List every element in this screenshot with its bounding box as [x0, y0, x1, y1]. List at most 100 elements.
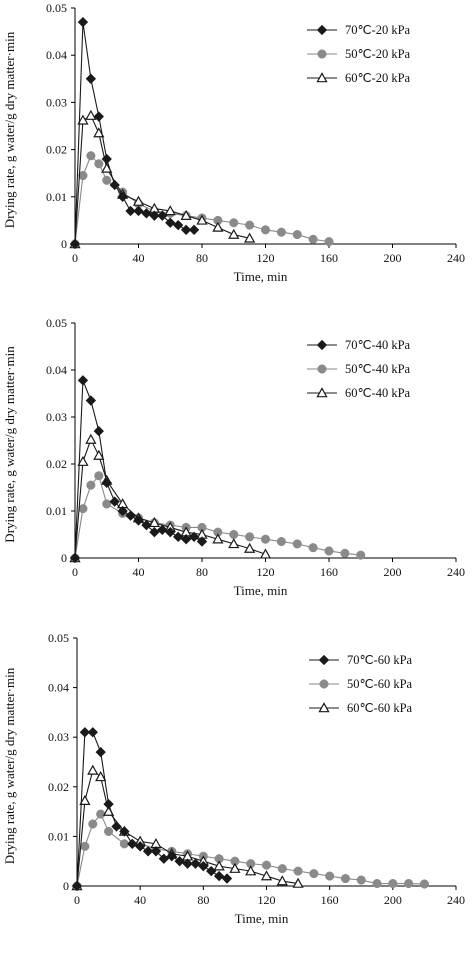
- y-axis-title: Drying rate, g water/g dry matter·min: [2, 31, 17, 228]
- data-point: [142, 846, 154, 857]
- data-point: [132, 195, 145, 206]
- x-tick-label: 0: [72, 251, 78, 265]
- data-point: [229, 218, 239, 228]
- series-triangle: [69, 433, 272, 563]
- data-point: [340, 548, 350, 558]
- x-tick-label: 240: [447, 565, 465, 579]
- data-point: [221, 873, 233, 884]
- series-circle: [70, 471, 366, 563]
- data-point: [308, 543, 318, 553]
- data-point: [101, 153, 112, 165]
- x-tick-label: 0: [74, 893, 80, 907]
- series-line: [74, 438, 266, 559]
- data-point: [228, 228, 240, 239]
- y-tick-label: 0.05: [46, 316, 67, 330]
- data-point: [324, 237, 334, 247]
- y-tick-label: 0.02: [46, 457, 67, 471]
- chart-1: 0 0.01 0.02 0.03 0.04 0.05 0 40 80 120 160 200 240 Ti…: [2, 1, 465, 284]
- y-tick-label: 0.01: [46, 190, 67, 204]
- data-point: [71, 880, 83, 892]
- data-point: [86, 480, 96, 490]
- x-tick-label: 120: [257, 251, 275, 265]
- x-tick-label: 80: [196, 565, 208, 579]
- data-point: [135, 841, 146, 852]
- data-point: [119, 826, 130, 837]
- data-point: [127, 838, 138, 850]
- data-point: [292, 877, 304, 888]
- data-point: [79, 794, 91, 805]
- data-point: [104, 826, 114, 836]
- data-point: [111, 821, 122, 832]
- y-tick-label: 0.01: [48, 829, 69, 843]
- x-tick-label: 160: [320, 565, 338, 579]
- data-point: [103, 798, 114, 810]
- data-point: [165, 526, 176, 538]
- legend-label: 50℃-60 kPa: [347, 677, 413, 691]
- data-point: [245, 220, 255, 230]
- data-point: [133, 515, 144, 526]
- legend-label: 60℃-60 kPa: [347, 701, 413, 715]
- data-point: [158, 853, 170, 864]
- legend-marker: [317, 49, 327, 59]
- data-point: [260, 870, 273, 881]
- data-point: [198, 860, 209, 872]
- data-point: [244, 542, 256, 553]
- data-point: [117, 505, 128, 517]
- y-tick-label: 0.03: [46, 410, 67, 424]
- data-point: [166, 851, 177, 862]
- data-point: [85, 433, 97, 444]
- data-point: [78, 171, 88, 181]
- legend-marker: [318, 654, 330, 666]
- legend-marker: [318, 702, 330, 713]
- y-tick-label: 0.05: [46, 1, 67, 15]
- data-point: [356, 875, 366, 885]
- data-point: [148, 516, 160, 528]
- data-point: [206, 865, 217, 877]
- y-tick-label: 0.05: [48, 631, 69, 645]
- x-tick-label: 80: [196, 251, 208, 265]
- x-tick-label: 40: [133, 565, 145, 579]
- data-point: [77, 455, 89, 466]
- data-point: [276, 537, 286, 547]
- y-tick-label: 0: [61, 551, 67, 565]
- y-axis-title: Drying rate, g water/g dry matter·min: [2, 346, 17, 543]
- data-point: [244, 232, 256, 243]
- data-point: [157, 210, 168, 221]
- x-tick-label: 240: [447, 893, 465, 907]
- x-tick-label: 40: [134, 893, 146, 907]
- data-point: [292, 230, 302, 240]
- data-point: [188, 224, 200, 236]
- data-point: [180, 534, 192, 545]
- data-point: [165, 217, 176, 228]
- data-point: [109, 179, 120, 191]
- series-diamond: [69, 375, 208, 564]
- data-point: [125, 205, 136, 217]
- data-point: [325, 871, 335, 881]
- legend: 70℃-60 kPa 50℃-60 kPa 60℃-60 kPa: [309, 653, 413, 715]
- legend-marker: [316, 387, 328, 398]
- data-point: [117, 191, 128, 202]
- series-line: [74, 474, 361, 559]
- data-point: [276, 227, 286, 237]
- data-point: [87, 764, 99, 775]
- data-point: [259, 548, 272, 559]
- data-point: [308, 234, 318, 244]
- data-point: [212, 533, 224, 544]
- x-tick-label: 120: [258, 893, 276, 907]
- series-circle: [70, 151, 334, 249]
- y-tick-label: 0.03: [46, 95, 67, 109]
- legend-marker: [316, 24, 328, 36]
- data-point: [372, 878, 382, 889]
- x-tick-label: 160: [320, 251, 338, 265]
- x-tick-label: 240: [447, 251, 465, 265]
- data-point: [93, 111, 104, 122]
- data-point: [88, 819, 98, 829]
- data-point: [196, 536, 208, 547]
- data-point: [85, 395, 97, 406]
- legend-label: 70℃-60 kPa: [347, 653, 413, 667]
- data-point: [182, 858, 193, 869]
- x-tick-label: 0: [72, 565, 78, 579]
- data-point: [180, 209, 192, 220]
- y-tick-label: 0.02: [48, 780, 69, 794]
- data-point: [180, 224, 192, 236]
